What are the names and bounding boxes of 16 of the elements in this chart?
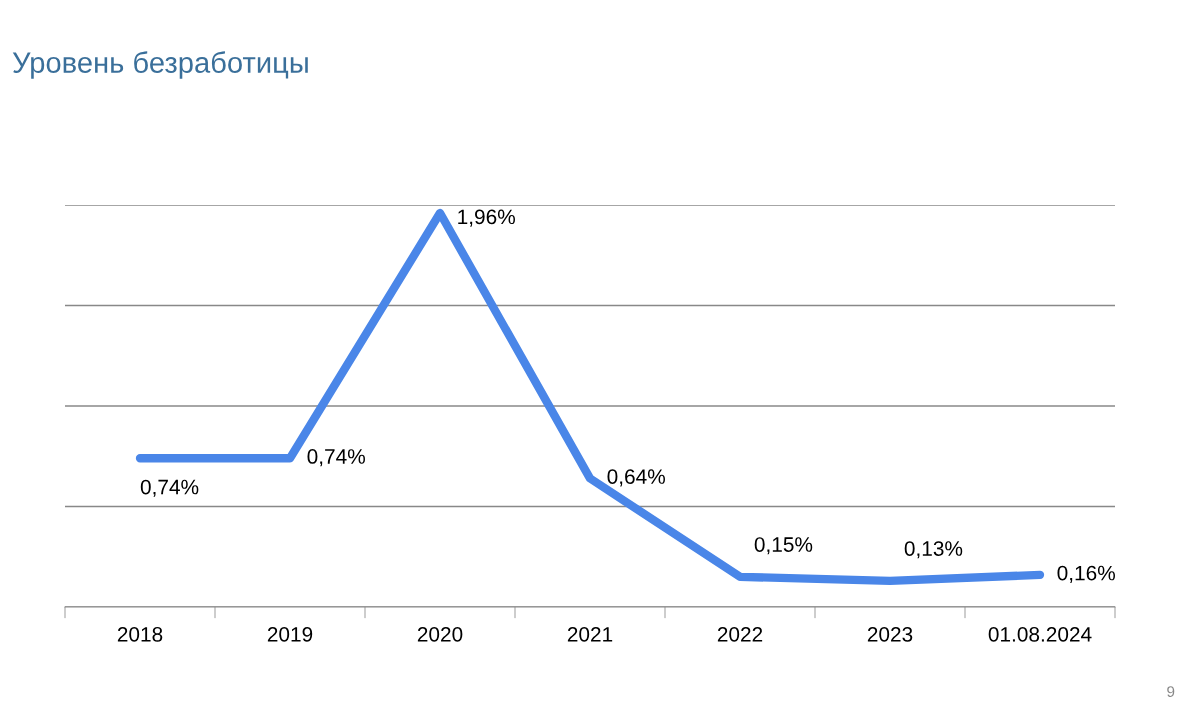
x-tick-label: 2020 [417, 626, 463, 642]
chart-title: Уровень безработицы [12, 51, 308, 79]
text: 9 [1167, 686, 1175, 697]
data-label: 0,74% [307, 449, 365, 467]
x-tick-label: 01.08.2024 [988, 626, 1092, 642]
x-tick-label: 2022 [717, 626, 763, 642]
x-tick-label: 2023 [867, 626, 913, 642]
data-label: 0,15% [754, 537, 813, 555]
data-label: 1,96% [458, 209, 515, 227]
x-tick-label: 2019 [267, 626, 313, 642]
data-label: 0,64% [607, 469, 665, 487]
x-tick-label: 2021 [567, 626, 613, 642]
data-label: 0,13% [904, 541, 963, 559]
data-label: 0,74% [140, 479, 199, 497]
data-label: 0,16% [1057, 565, 1115, 583]
x-tick-label: 2018 [117, 626, 163, 642]
